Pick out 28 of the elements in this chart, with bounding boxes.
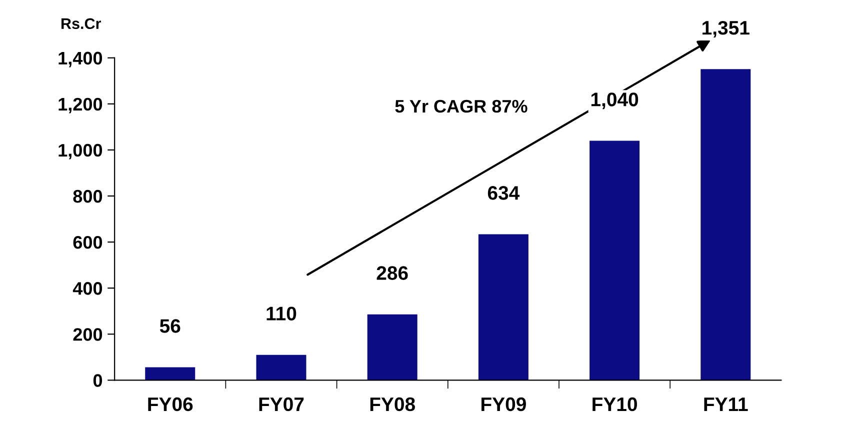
x-tick-label: FY10 xyxy=(592,397,637,412)
y-tick-label: 1,400 xyxy=(58,52,102,68)
data-label: 286 xyxy=(376,266,408,280)
x-tick-label: FY06 xyxy=(148,397,193,412)
y-tick-label: 200 xyxy=(73,328,102,341)
bar xyxy=(367,314,418,380)
y-tick-label: 0 xyxy=(93,374,102,387)
y-tick-label: 800 xyxy=(73,190,102,203)
data-label: 1,351 xyxy=(702,20,750,38)
x-tick-label: FY09 xyxy=(482,397,526,412)
bar xyxy=(145,367,196,380)
y-tick-label: 600 xyxy=(73,236,102,249)
bar xyxy=(478,234,528,380)
y-tick-label: 1,200 xyxy=(58,98,102,114)
data-label: 56 xyxy=(160,319,180,333)
y-axis-title: Rs.Cr xyxy=(62,18,102,30)
x-tick-label: FY08 xyxy=(370,397,415,412)
bar xyxy=(590,140,640,380)
data-label: 110 xyxy=(266,306,296,320)
y-tick-label: 1,000 xyxy=(58,144,102,160)
x-tick-label: FY07 xyxy=(259,397,304,412)
data-label: 1,040 xyxy=(591,92,638,110)
data-label: 634 xyxy=(488,186,520,200)
bar xyxy=(256,354,306,380)
x-tick-label: FY11 xyxy=(704,398,748,411)
y-tick-label: 400 xyxy=(72,282,102,295)
annotation: 5 Yr CAGR 87% xyxy=(395,100,528,113)
bar xyxy=(700,69,751,380)
